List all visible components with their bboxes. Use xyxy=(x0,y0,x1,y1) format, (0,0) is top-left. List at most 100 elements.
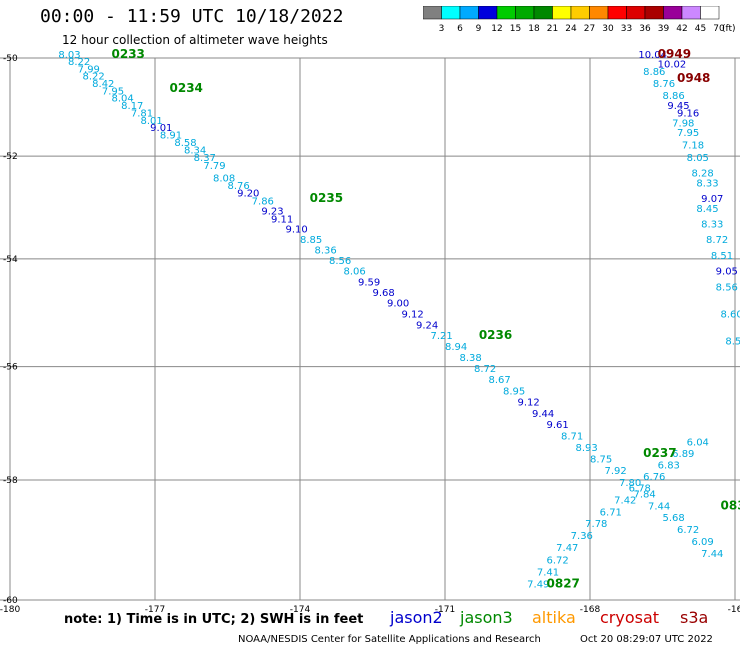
pass-time-label: 0237 xyxy=(643,446,676,460)
wave-height-value: 7.44 xyxy=(701,549,723,560)
wave-height-value: 6.09 xyxy=(692,537,714,548)
wave-height-value: 5.68 xyxy=(663,513,685,524)
pass-time-label: 0233 xyxy=(112,47,145,61)
wave-height-value: 8.06 xyxy=(344,267,366,278)
wave-height-value: 8.45 xyxy=(696,204,718,215)
wave-height-value: 8.56 xyxy=(716,283,738,294)
wave-height-value: 7.81 xyxy=(131,108,153,119)
wave-height-value: 8.22 xyxy=(68,57,90,68)
color-scale-label: 45 xyxy=(695,24,706,34)
color-scale-label: 12 xyxy=(491,24,502,34)
x-tick-label: -171 xyxy=(435,605,455,615)
color-scale-label: 42 xyxy=(676,24,687,34)
footnote: note: 1) Time is in UTC; 2) SWH is in fe… xyxy=(64,612,364,627)
wave-height-value: 7.95 xyxy=(677,128,699,139)
color-scale-label: 24 xyxy=(565,24,577,34)
wave-height-value: 7.21 xyxy=(431,331,453,342)
credit-line: NOAA/NESDIS Center for Satellite Applica… xyxy=(238,634,541,645)
wave-height-value: 7.47 xyxy=(556,543,578,554)
wave-height-value: 8.51 xyxy=(711,251,733,262)
wave-height-value: 8.34 xyxy=(184,146,206,157)
color-scale-label: 21 xyxy=(547,24,558,34)
wave-height-value: 8.86 xyxy=(643,67,665,78)
y-tick-label: -52 xyxy=(3,152,18,162)
wave-height-value: 7.84 xyxy=(634,490,656,501)
wave-height-value: 6.78 xyxy=(629,484,651,495)
wave-height-value: 8.33 xyxy=(701,220,723,231)
legend-item-jason3: jason3 xyxy=(460,608,513,627)
wave-height-value: 8.04 xyxy=(112,94,134,105)
wave-height-value: 8.76 xyxy=(228,181,250,192)
y-tick-label: -50 xyxy=(3,54,18,64)
wave-height-value: 6.04 xyxy=(687,437,709,448)
color-scale-label: 30 xyxy=(602,24,614,34)
color-scale-label: 9 xyxy=(476,24,482,34)
wave-height-value: 8.05 xyxy=(687,153,709,164)
wave-height-value: 8.85 xyxy=(300,235,322,246)
pass-time-label: 0827 xyxy=(547,577,580,591)
pass-time-label: 0234 xyxy=(170,81,203,95)
color-scale-bar: 3 6 9 12 15 18 21 24 27 30 33 36 39 42 45 70(ft) xyxy=(423,6,736,34)
wave-height-value: 9.61 xyxy=(547,420,569,431)
wave-height-value: 9.05 xyxy=(716,267,738,278)
wave-height-value: 8.93 xyxy=(576,443,598,454)
color-scale-label: 6 xyxy=(457,24,463,34)
color-scale-label: 18 xyxy=(528,24,540,34)
legend-item-s3a: s3a xyxy=(680,608,709,627)
wave-height-value: 6.72 xyxy=(547,555,569,566)
wave-height-value: 7.36 xyxy=(571,531,593,542)
wave-height-value: 9.23 xyxy=(261,207,283,218)
wave-height-value: 9.59 xyxy=(358,277,380,288)
wave-height-value: 7.49 xyxy=(527,580,549,591)
wave-height-value: 7.86 xyxy=(252,196,274,207)
wave-height-value: 7.80 xyxy=(619,478,641,489)
wave-height-value: 6.71 xyxy=(600,507,622,518)
wave-height-value: 7.78 xyxy=(585,519,607,530)
wave-height-value: 8.95 xyxy=(503,386,525,397)
wave-height-value: 10.04 xyxy=(638,50,667,61)
chart-title: 00:00 - 11:59 UTC 10/18/2022 xyxy=(40,6,344,27)
wave-height-value: 7.92 xyxy=(605,466,627,477)
wave-height-value: 9.24 xyxy=(416,320,438,331)
wave-height-value: 8.76 xyxy=(653,79,675,90)
wave-height-value: 8.91 xyxy=(160,131,182,142)
wave-height-value: 7.99 xyxy=(78,64,100,75)
wave-height-value: 7.95 xyxy=(102,86,124,97)
x-tick-label: -177 xyxy=(145,605,165,615)
wave-height-value: 8.67 xyxy=(489,375,511,386)
legend-item-cryosat: cryosat xyxy=(600,608,660,627)
wave-height-value: 9.11 xyxy=(271,214,293,225)
pass-time-label: 0236 xyxy=(479,328,512,342)
wave-height-value: 6.83 xyxy=(658,460,680,471)
y-tick-label: -56 xyxy=(3,363,18,373)
wave-height-value: 6.89 xyxy=(672,449,694,460)
wave-height-value: 6.76 xyxy=(643,472,665,483)
pass-time-label: 0949 xyxy=(658,47,691,61)
wave-height-value: 8.33 xyxy=(696,178,718,189)
wave-height-value: 8.36 xyxy=(315,246,337,257)
wave-height-value: 8.01 xyxy=(141,116,163,127)
wave-height-value: 8.22 xyxy=(83,72,105,83)
wave-height-value: 8.37 xyxy=(194,153,216,164)
wave-height-value: 8.17 xyxy=(121,101,143,112)
wave-height-value: 8.28 xyxy=(692,168,714,179)
x-tick-label: -168 xyxy=(580,605,601,615)
wave-height-value: 8.58 xyxy=(174,138,196,149)
wave-height-value: 9.68 xyxy=(373,288,395,299)
pass-time-label: 0235 xyxy=(310,191,343,205)
color-scale-label: 39 xyxy=(658,24,670,34)
wave-height-value: 8.38 xyxy=(460,353,482,364)
wave-height-value: 8.94 xyxy=(445,342,467,353)
wave-height-value: 7.41 xyxy=(537,567,559,578)
wave-height-value: 10.02 xyxy=(658,60,687,71)
wave-height-value: 7.18 xyxy=(682,141,704,152)
wave-height-value: 8.75 xyxy=(590,455,612,466)
x-tick-label: -180 xyxy=(0,605,20,615)
wave-height-value: 8.08 xyxy=(213,173,235,184)
wave-height-value: 8.86 xyxy=(663,91,685,102)
wave-height-value: 9.44 xyxy=(532,409,554,420)
wave-height-value: 7.42 xyxy=(614,495,636,506)
wave-height-value: 9.12 xyxy=(402,309,424,320)
color-scale-label: 27 xyxy=(584,24,595,34)
